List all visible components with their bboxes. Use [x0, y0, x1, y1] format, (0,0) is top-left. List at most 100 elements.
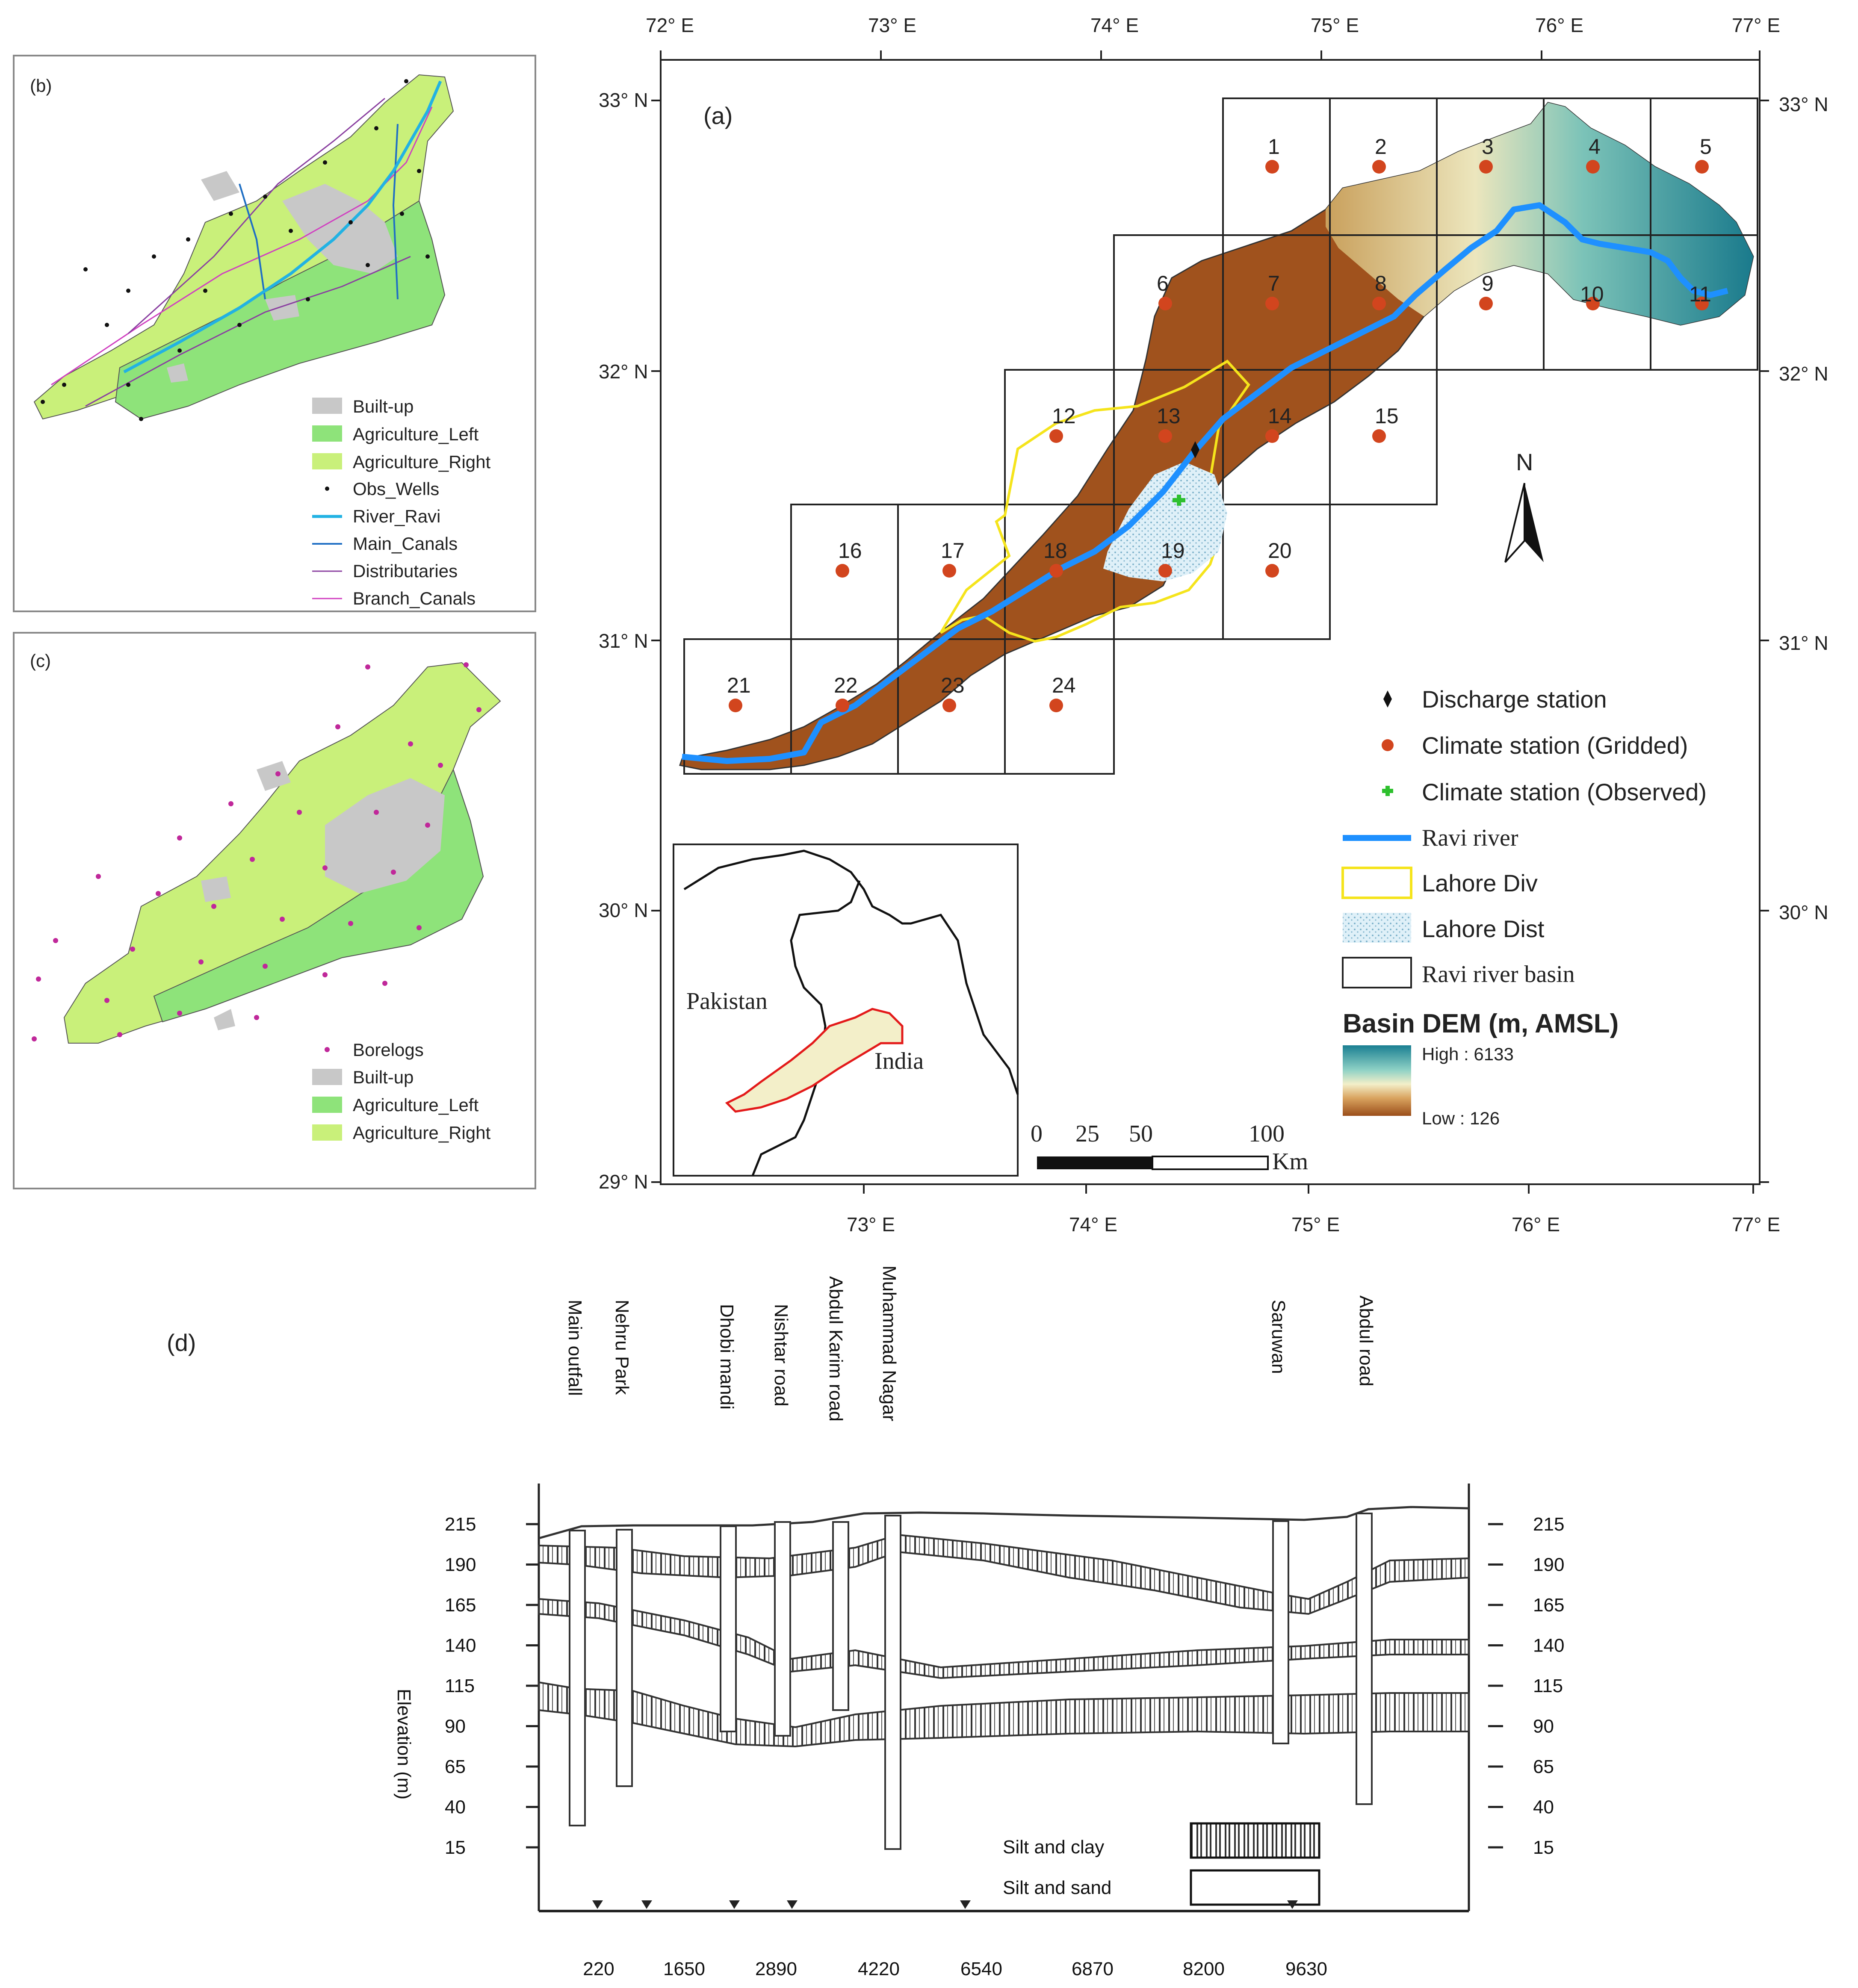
lon-label: 73° E	[847, 1213, 895, 1236]
b-legend-item: Distributaries	[353, 561, 458, 581]
y-tick-label-right: 90	[1533, 1716, 1554, 1737]
grid-cell-number: 15	[1375, 404, 1399, 428]
lon-label: 75° E	[1311, 14, 1359, 36]
panel-a: 72° E 73° E 74° E 75° E 76° E 77° E 73° …	[599, 14, 1828, 1236]
b-legend-item: Agriculture_Left	[353, 424, 479, 444]
lon-label: 74° E	[1069, 1213, 1117, 1236]
borehole	[1272, 1520, 1289, 1744]
lat-label: 31° N	[1779, 632, 1828, 654]
legend-clay: Silt and clay	[1003, 1837, 1104, 1858]
climate-station-gridded	[1372, 429, 1386, 443]
legend-dem-title: Basin DEM (m, AMSL)	[1343, 1009, 1619, 1038]
lon-ticks	[660, 50, 1761, 1194]
climate-station-gridded	[1372, 160, 1386, 174]
legend-sand-swatch	[1190, 1869, 1320, 1906]
climate-station-gridded	[1695, 297, 1709, 310]
inset-india-label: India	[874, 1048, 924, 1074]
y-ticks-left: 215 190 165 140 115 90 65 40 15	[445, 1514, 539, 1858]
c-builtup-main	[325, 778, 445, 894]
y-tick-label-left: 140	[445, 1635, 476, 1656]
legend-river: Ravi river	[1422, 825, 1518, 851]
y-tick-label-left: 115	[445, 1675, 475, 1696]
borehole-name: Saruwan	[1268, 1300, 1289, 1374]
y-tick-label-left: 65	[445, 1756, 466, 1777]
borehole-name: Abdul road	[1356, 1295, 1377, 1386]
grid-cell-number: 8	[1375, 271, 1387, 295]
climate-station-gridded	[1265, 564, 1279, 578]
b-obs-wells	[41, 79, 430, 421]
b-legend-item: Main_Canals	[353, 534, 458, 554]
y-tick-label-right: 140	[1533, 1635, 1564, 1656]
b-legend-item: Agriculture_Right	[353, 452, 490, 472]
lat-label: 31° N	[599, 630, 648, 652]
lon-labels-top: 72° E 73° E 74° E 75° E 76° E 77° E	[646, 14, 1780, 36]
b-distributary	[85, 256, 411, 407]
panel-d-label: (d)	[167, 1329, 196, 1356]
x-tick-label: 220	[583, 1959, 614, 1979]
panel-b-label: (b)	[30, 76, 52, 96]
basin-dem-high	[1326, 103, 1753, 325]
inset-pak-india-border	[751, 880, 861, 1176]
legend-gridded-symbol	[1382, 739, 1394, 751]
borehole-names: Main outfall Nehru Park Dhobi mandi Nish…	[564, 1265, 1377, 1422]
lon-label: 76° E	[1535, 14, 1583, 36]
b-legend-item: Built-up	[353, 396, 414, 416]
scale-tick: 50	[1129, 1121, 1153, 1147]
legend-dist: Lahore Dist	[1422, 915, 1545, 942]
scale-unit: Km	[1272, 1148, 1308, 1175]
lon-label: 73° E	[868, 14, 916, 36]
y-tick-label-right: 190	[1533, 1554, 1564, 1575]
grid-cell-number: 12	[1052, 404, 1076, 428]
layer-silt-clay-middle	[538, 1598, 1470, 1679]
scale-tick: 0	[1031, 1121, 1043, 1147]
lat-labels-left: 33° N 32° N 31° N 30° N 29° N	[599, 89, 648, 1193]
y-tick-label-right: 65	[1533, 1756, 1554, 1777]
panel-d: (d) Elevation (m) 2151901651401159065401…	[167, 1265, 1564, 1979]
x-tick-label: 2890	[755, 1959, 797, 1979]
legend-basin-symbol	[1342, 957, 1412, 988]
b-main-canal	[392, 124, 399, 300]
b-legend-item: Branch_Canals	[353, 588, 476, 608]
scale-bar: 0 25 50 100 Km	[1031, 1121, 1308, 1175]
grid-cell-number: 11	[1689, 282, 1711, 306]
borehole	[884, 1515, 901, 1850]
boreholes	[569, 1513, 1373, 1850]
b-builtup	[265, 295, 299, 321]
legend-dem-low: Low : 126	[1422, 1108, 1500, 1128]
lon-label: 75° E	[1291, 1213, 1340, 1236]
legend-div-symbol	[1341, 867, 1412, 899]
section-ylabel: Elevation (m)	[393, 1689, 414, 1799]
bottom-markers	[592, 1900, 1298, 1909]
scale-tick: 100	[1249, 1121, 1285, 1147]
y-tick-label-right: 115	[1533, 1675, 1563, 1696]
lat-ticks	[651, 100, 1769, 1183]
discharge-station	[1191, 441, 1199, 458]
grid-cell-number: 18	[1043, 539, 1067, 563]
grid-cell-number: 21	[727, 673, 751, 697]
c-builtup	[214, 1009, 235, 1030]
x-tick-label: 6540	[960, 1959, 1002, 1979]
borehole	[1356, 1513, 1373, 1805]
grid-cell-number: 4	[1589, 135, 1601, 159]
legend-dist-symbol	[1343, 913, 1411, 943]
c-legend-item: Borelogs	[353, 1040, 424, 1060]
grid-cell-number: 3	[1482, 135, 1494, 159]
legend-discharge-symbol	[1383, 690, 1392, 708]
borehole-name: Nehru Park	[611, 1300, 632, 1395]
c-legend: Borelogs Built-up Agriculture_Left Agric…	[312, 1040, 490, 1143]
borehole	[774, 1521, 791, 1737]
c-legend-item: Agriculture_Right	[353, 1123, 490, 1143]
grid-cell-number: 22	[834, 673, 858, 697]
borehole-name: Abdul Karim road	[825, 1276, 846, 1422]
c-builtup	[201, 876, 231, 902]
observed-climate-station	[1173, 495, 1185, 506]
grid-cell-number: 5	[1700, 135, 1712, 159]
x-ticks: 220 1650 2890 4220 6540 6870 8200 9630	[583, 1959, 1327, 1979]
climate-station-gridded	[1695, 160, 1709, 174]
legend-div: Lahore Div	[1422, 870, 1538, 897]
b-legend: Built-up Agriculture_Left Agriculture_Ri…	[312, 396, 490, 608]
x-tick-label: 8200	[1183, 1959, 1225, 1979]
inset-pakistan-label: Pakistan	[686, 988, 768, 1015]
borehole-name: Main outfall	[564, 1300, 585, 1396]
